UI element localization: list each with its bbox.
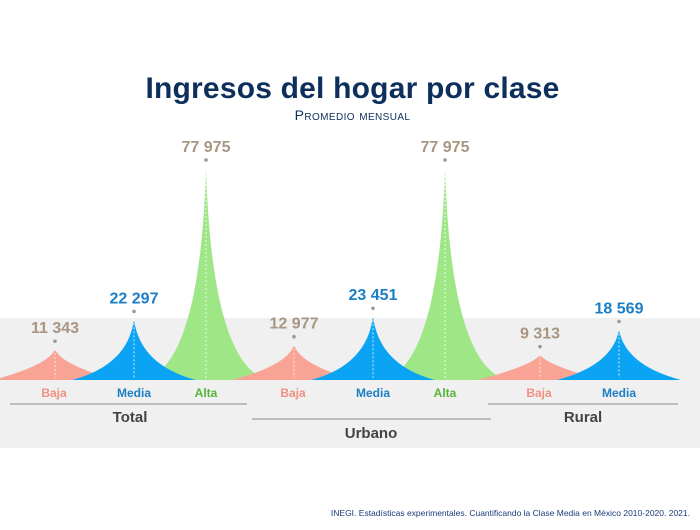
- class-label-total-alta: Alta: [195, 386, 218, 400]
- class-label-total-baja: Baja: [41, 386, 67, 400]
- class-label-urbano-alta: Alta: [434, 386, 457, 400]
- value-label-rural-media: 18 569: [595, 301, 644, 318]
- class-label-rural-baja: Baja: [526, 386, 552, 400]
- peak-dot-total-baja: [53, 339, 57, 343]
- class-label-urbano-baja: Baja: [280, 386, 306, 400]
- value-label-urbano-baja: 12 977: [270, 316, 319, 333]
- chart-subtitle: Promedio mensual: [294, 107, 411, 123]
- value-label-urbano-media: 23 451: [349, 287, 398, 304]
- peak-dot-rural-media: [617, 319, 621, 324]
- group-label-urbano: Urbano: [345, 425, 398, 442]
- peak-dot-urbano-alta: [443, 158, 447, 162]
- peak-total-baja: [0, 349, 117, 380]
- background-band: [0, 318, 700, 448]
- labels-layer: 11 343 Baja 22 297 Media 77 975 Alta 12 977 Baj…: [10, 139, 678, 442]
- value-label-rural-baja: 9 313: [520, 326, 560, 343]
- peaks-layer: [0, 158, 681, 380]
- value-label-urbano-alta: 77 975: [421, 139, 470, 156]
- class-label-urbano-media: Media: [356, 386, 390, 400]
- peak-dot-total-alta: [204, 158, 208, 162]
- peak-total-media: [72, 319, 196, 380]
- value-label-total-media: 22 297: [110, 290, 159, 307]
- class-label-rural-media: Media: [602, 386, 636, 400]
- chart-title: Ingresos del hogar por clase: [145, 72, 560, 105]
- peak-dot-urbano-baja: [292, 334, 296, 339]
- peak-dot-total-media: [132, 309, 136, 314]
- value-label-total-baja: 11 343: [31, 320, 79, 337]
- value-label-total-alta: 77 975: [182, 139, 231, 156]
- class-label-total-media: Media: [117, 386, 151, 400]
- group-label-rural: Rural: [564, 409, 602, 426]
- peak-dot-rural-baja: [538, 344, 542, 349]
- group-label-total: Total: [113, 409, 148, 426]
- source-note: INEGI. Estadísticas experimentales. Cuan…: [330, 508, 690, 518]
- peak-dot-urbano-media: [371, 306, 375, 311]
- peak-urbano-media: [311, 316, 435, 380]
